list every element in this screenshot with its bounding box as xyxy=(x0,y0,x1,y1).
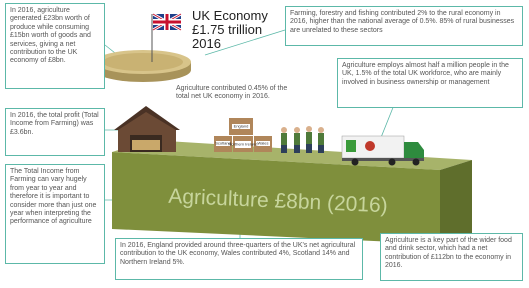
text-box: Agriculture is a key part of the wider f… xyxy=(380,233,523,281)
text-box: In 2016, the total profit (Total Income … xyxy=(5,108,105,156)
crates: England Northern Ireland Scotland Wales xyxy=(214,118,272,152)
crate-label: Scotland xyxy=(215,141,231,146)
crate-label: England xyxy=(234,124,249,129)
infographic: England Northern Ireland Scotland Wales … xyxy=(0,0,529,288)
text-box: Farming, forestry and fishing contribute… xyxy=(285,6,523,46)
headline: UK Economy £1.75 trillion 2016 xyxy=(192,9,282,51)
crate-label: Northern Ireland xyxy=(229,142,258,147)
barn xyxy=(114,106,180,152)
text-box: In 2016, agriculture generated £23bn wor… xyxy=(5,3,105,89)
text: Agriculture contributed 0.45% of the tot… xyxy=(176,85,288,102)
coin xyxy=(95,50,191,82)
text-box: The Total Income from Farming can vary h… xyxy=(5,164,105,264)
text-box: In 2016, England provided around three-q… xyxy=(115,238,363,280)
text-box: Agriculture employs almost half a millio… xyxy=(337,58,523,108)
crate-label: Wales xyxy=(258,141,269,146)
